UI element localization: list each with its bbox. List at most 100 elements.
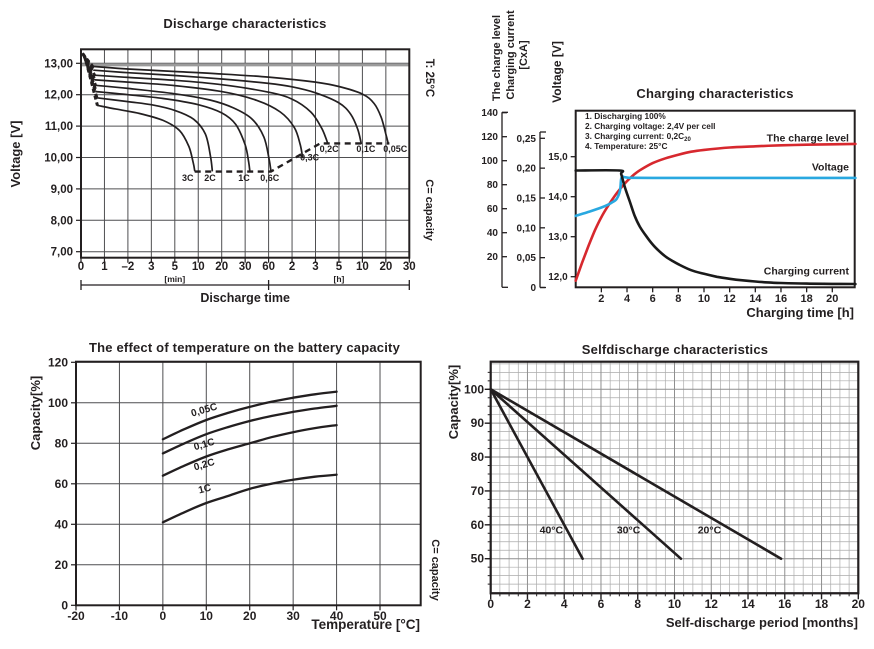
x-tick-label: 30	[403, 261, 416, 273]
y-tick-label: 20	[487, 252, 499, 263]
x-axis-title: Charging time [h]	[746, 305, 854, 320]
x-tick-label: 50	[373, 609, 387, 623]
x-tick-label: 40	[330, 609, 344, 623]
x-tick-label: 6	[650, 293, 656, 305]
y-tick-label: 120	[48, 355, 68, 369]
capacity-curve-0,2C	[161, 423, 338, 477]
y-tick-label: 0	[530, 283, 536, 294]
y-axis-title: Capacity[%]	[28, 376, 43, 450]
note-line: 3. Charging current: 0,2C20	[585, 131, 691, 143]
x-tick-label: 20	[852, 597, 866, 611]
line-label: 40°C	[540, 524, 564, 536]
curve-label: 2C	[204, 173, 216, 183]
x-tick-label: -20	[67, 609, 85, 623]
x-tick-label: 2	[289, 261, 295, 273]
x-tick-label: 8	[634, 597, 641, 611]
y-tick-label: 0	[61, 598, 68, 612]
y-tick-label: 120	[481, 132, 498, 143]
x-tick-label: 10	[192, 261, 205, 273]
x-tick-label: 14	[749, 293, 762, 305]
y-tick-label: 9,00	[51, 184, 73, 196]
y-tick-label: 14,0	[548, 192, 568, 203]
discharge-curve-start	[82, 54, 97, 81]
note-line: 1. Discharging 100%	[585, 111, 666, 121]
x-tick-label: 3	[148, 261, 154, 273]
x-tick-label: 0	[487, 597, 494, 611]
curve-label: 0,3C	[300, 153, 320, 163]
selfdischarge-line-30°C	[489, 388, 683, 560]
discharge-curve-0,3C	[94, 79, 304, 159]
x-tick-label: 10	[200, 609, 214, 623]
x-tick-label: 20	[215, 261, 228, 273]
plot-border	[80, 48, 411, 259]
curve-label: 1C	[238, 173, 250, 183]
charging-current-axis-unit: [CxA]	[518, 40, 530, 70]
discharge-chart: 0,05C 0,1C 0,2C0,3C 0,6C 1C 2C 3C 13,00 12,00 11,…	[8, 48, 435, 305]
series-label: Voltage	[812, 162, 849, 174]
y-tick-label: 60	[487, 204, 499, 215]
y-tick-label: 60	[471, 518, 485, 532]
x-tick-label: 5	[172, 261, 179, 273]
x-tick-label: 5	[336, 261, 343, 273]
x-tick-label: 6	[598, 597, 605, 611]
x-tick-label: 0	[78, 261, 84, 273]
line-label: 20°C	[698, 524, 722, 536]
y-tick-label: 15,0	[548, 152, 568, 163]
x-tick-label: –2	[122, 261, 135, 273]
x-tick-label: 10	[356, 261, 369, 273]
x-tick-label: 10	[698, 293, 710, 305]
note-line: 2. Charging voltage: 2,4V per cell	[585, 121, 716, 131]
y-tick-label: 80	[471, 450, 485, 464]
y-tick-label: 40	[487, 228, 499, 239]
curve-label: 1C	[197, 483, 212, 497]
discharge-curve-0,05C	[91, 65, 390, 145]
x-tick-label: 20	[826, 293, 838, 305]
x-tick-label: 3	[312, 261, 318, 273]
x-tick-label: 30	[239, 261, 252, 273]
line-label: 30°C	[617, 524, 641, 536]
x-tick-label: 8	[675, 293, 681, 305]
x-tick-label: 20	[379, 261, 392, 273]
capacity-annotation: C= capacity	[423, 179, 435, 241]
y-axis-title: Capacity[%]	[446, 365, 461, 439]
curve-label: 0,05C	[383, 144, 408, 154]
unit-span-label: [h]	[334, 274, 345, 284]
x-tick-label: 1	[101, 261, 108, 273]
discharge-curve-start	[84, 61, 99, 106]
x-tick-label: 2	[598, 293, 604, 305]
y-tick-label: 100	[464, 382, 484, 396]
x-axis-title: Self-discharge period [months]	[666, 615, 858, 630]
x-tick-label: 14	[741, 597, 755, 611]
capacity-curve-1C	[161, 473, 338, 524]
x-axis-title: Temperature [°C]	[311, 617, 420, 632]
y-tick-label: 140	[481, 108, 498, 119]
y-tick-label: 90	[471, 416, 485, 430]
series-charging-current	[574, 168, 857, 286]
y-tick-label: 80	[487, 180, 499, 191]
note-line: 4. Temperature: 25°C	[585, 141, 667, 151]
x-tick-label: 12	[705, 597, 719, 611]
y-tick-label: 12,0	[548, 272, 568, 283]
y-axis-title: Voltage [V]	[8, 121, 23, 188]
x-tick-label: -10	[111, 609, 129, 623]
temperature-effect-panel: The effect of temperature on the battery…	[8, 332, 448, 646]
y-tick-label: 80	[55, 436, 69, 450]
series-voltage	[574, 175, 857, 218]
x-tick-label: 2	[524, 597, 531, 611]
selfdischarge-line-40°C	[489, 388, 584, 560]
x-tick-label: 12	[724, 293, 736, 305]
y-tick-label: 20	[55, 558, 69, 572]
y-tick-label: 60	[55, 477, 69, 491]
temperature-effect-chart-title: The effect of temperature on the battery…	[88, 340, 401, 355]
capacity-curve-0,05C	[161, 390, 338, 441]
axis-charging-current	[539, 131, 546, 289]
y-tick-label: 10,00	[44, 153, 73, 165]
y-tick-label: 8,00	[51, 215, 73, 227]
y-tick-label: 7,00	[51, 247, 73, 259]
x-tick-label: 18	[815, 597, 829, 611]
discharge-chart-title: Discharge characteristics	[163, 16, 327, 31]
discharge-curve-1C	[95, 90, 251, 172]
x-tick-label: 60	[262, 261, 275, 273]
